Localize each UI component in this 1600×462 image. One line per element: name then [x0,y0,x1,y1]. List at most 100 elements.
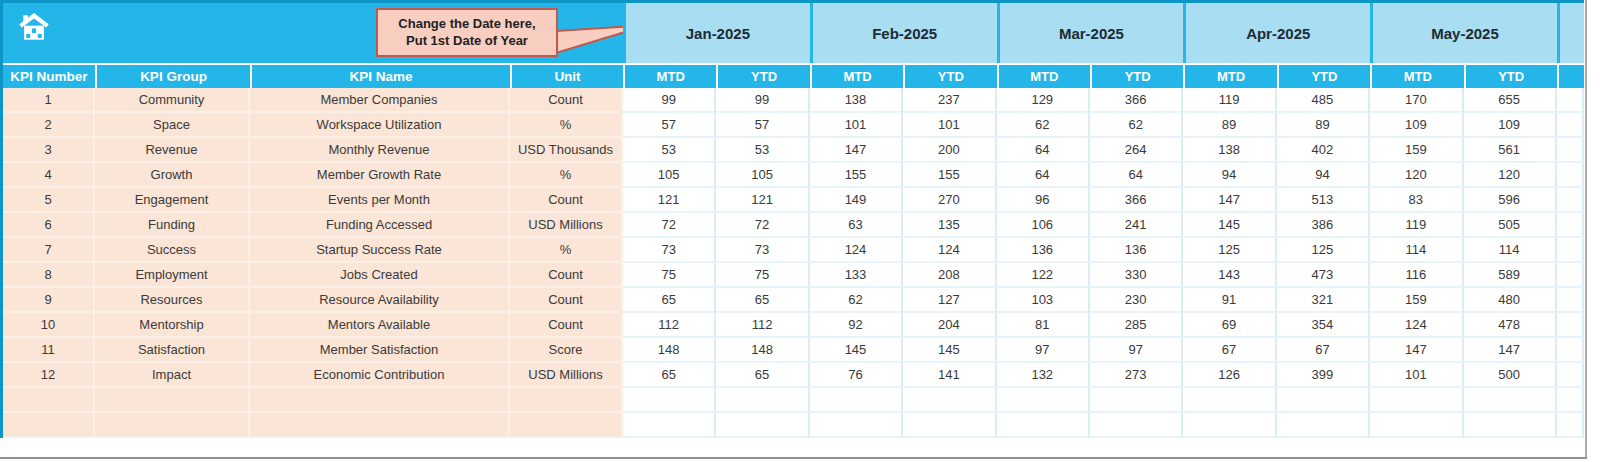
value-cell[interactable]: 399 [1277,363,1370,388]
empty-value-cell[interactable] [1183,413,1276,438]
value-cell[interactable]: 500 [1464,363,1557,388]
value-cell[interactable]: 155 [810,163,903,188]
empty-left-cell[interactable] [3,388,95,413]
value-cell[interactable]: 112 [623,313,716,338]
kpi-group-cell[interactable]: Funding [95,213,250,238]
empty-value-cell[interactable] [1370,413,1463,438]
column-header-kpi-name[interactable]: KPI Name [250,63,510,88]
kpi-group-cell[interactable]: Employment [95,263,250,288]
value-cell[interactable]: 109 [1464,113,1557,138]
value-cell[interactable]: 145 [810,338,903,363]
value-cell[interactable]: 83 [1370,188,1463,213]
value-cell[interactable]: 386 [1277,213,1370,238]
empty-value-cell[interactable] [1183,388,1276,413]
empty-left-cell[interactable] [250,413,510,438]
value-cell[interactable]: 480 [1464,288,1557,313]
value-cell[interactable]: 114 [1370,238,1463,263]
value-cell[interactable]: 148 [623,338,716,363]
kpi-unit-cell[interactable]: USD Millions [510,213,623,238]
value-cell[interactable]: 127 [903,288,996,313]
value-cell[interactable]: 145 [1183,213,1276,238]
kpi-group-cell[interactable]: Resources [95,288,250,313]
value-cell[interactable]: 159 [1370,138,1463,163]
value-cell[interactable]: 99 [623,88,716,113]
value-cell[interactable]: 65 [716,363,809,388]
value-cell[interactable]: 81 [997,313,1090,338]
value-cell[interactable]: 124 [810,238,903,263]
value-cell[interactable]: 149 [810,188,903,213]
value-cell[interactable]: 119 [1370,213,1463,238]
kpi-unit-cell[interactable]: Count [510,313,623,338]
home-button[interactable] [16,10,52,44]
kpi-name-cell[interactable]: Workspace Utilization [250,113,510,138]
value-cell[interactable]: 64 [997,163,1090,188]
kpi-number-cell[interactable]: 3 [3,138,95,163]
value-cell[interactable]: 62 [810,288,903,313]
kpi-name-cell[interactable]: Member Growth Rate [250,163,510,188]
kpi-name-cell[interactable]: Events per Month [250,188,510,213]
kpi-name-cell[interactable]: Member Companies [250,88,510,113]
mtd-header-5[interactable]: MTD [1370,63,1463,88]
value-cell[interactable]: 53 [623,138,716,163]
empty-value-cell[interactable] [716,413,809,438]
kpi-number-cell[interactable]: 12 [3,363,95,388]
value-cell[interactable]: 170 [1370,88,1463,113]
empty-value-cell[interactable] [810,388,903,413]
kpi-unit-cell[interactable]: Count [510,188,623,213]
value-cell[interactable]: 101 [1370,363,1463,388]
value-cell[interactable]: 485 [1277,88,1370,113]
empty-left-cell[interactable] [95,413,250,438]
month-header-apr-2025[interactable]: Apr-2025 [1183,3,1370,63]
value-cell[interactable]: 126 [1183,363,1276,388]
kpi-unit-cell[interactable]: Count [510,88,623,113]
kpi-unit-cell[interactable]: USD Millions [510,363,623,388]
empty-left-cell[interactable] [95,388,250,413]
kpi-unit-cell[interactable]: Count [510,263,623,288]
value-cell[interactable]: 264 [1090,138,1183,163]
kpi-unit-cell[interactable]: USD Thousands [510,138,623,163]
kpi-number-cell[interactable]: 2 [3,113,95,138]
value-cell[interactable]: 76 [810,363,903,388]
kpi-number-cell[interactable]: 6 [3,213,95,238]
value-cell[interactable]: 64 [1090,163,1183,188]
ytd-header-1[interactable]: YTD [716,63,809,88]
value-cell[interactable]: 589 [1464,263,1557,288]
kpi-name-cell[interactable]: Member Satisfaction [250,338,510,363]
kpi-group-cell[interactable]: Satisfaction [95,338,250,363]
value-cell[interactable]: 120 [1370,163,1463,188]
kpi-group-cell[interactable]: Growth [95,163,250,188]
kpi-unit-cell[interactable]: % [510,238,623,263]
value-cell[interactable]: 241 [1090,213,1183,238]
kpi-name-cell[interactable]: Funding Accessed [250,213,510,238]
kpi-group-cell[interactable]: Revenue [95,138,250,163]
value-cell[interactable]: 124 [903,238,996,263]
value-cell[interactable]: 73 [623,238,716,263]
value-cell[interactable]: 65 [623,288,716,313]
value-cell[interactable]: 69 [1183,313,1276,338]
empty-value-cell[interactable] [1370,388,1463,413]
value-cell[interactable]: 62 [997,113,1090,138]
month-header-mar-2025[interactable]: Mar-2025 [997,3,1184,63]
empty-value-cell[interactable] [1464,413,1557,438]
value-cell[interactable]: 62 [1090,113,1183,138]
value-cell[interactable]: 141 [903,363,996,388]
value-cell[interactable]: 321 [1277,288,1370,313]
mtd-header-2[interactable]: MTD [810,63,903,88]
value-cell[interactable]: 159 [1370,288,1463,313]
value-cell[interactable]: 513 [1277,188,1370,213]
value-cell[interactable]: 92 [810,313,903,338]
value-cell[interactable]: 63 [810,213,903,238]
value-cell[interactable]: 105 [623,163,716,188]
kpi-group-cell[interactable]: Engagement [95,188,250,213]
value-cell[interactable]: 101 [810,113,903,138]
value-cell[interactable]: 147 [1464,338,1557,363]
value-cell[interactable]: 147 [810,138,903,163]
value-cell[interactable]: 103 [997,288,1090,313]
value-cell[interactable]: 120 [1464,163,1557,188]
value-cell[interactable]: 124 [1370,313,1463,338]
ytd-header-2[interactable]: YTD [903,63,996,88]
value-cell[interactable]: 354 [1277,313,1370,338]
value-cell[interactable]: 72 [716,213,809,238]
empty-left-cell[interactable] [510,413,623,438]
kpi-number-cell[interactable]: 11 [3,338,95,363]
